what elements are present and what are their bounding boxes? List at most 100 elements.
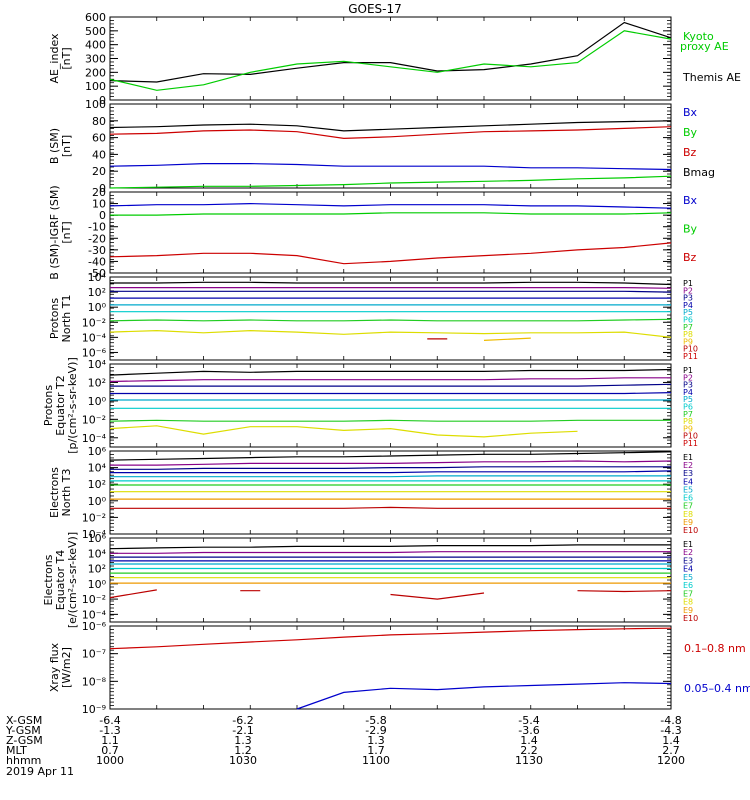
series-line-p1 bbox=[110, 281, 672, 286]
series-line-bz bbox=[109, 126, 672, 140]
legend-label: P2 bbox=[683, 286, 693, 295]
axis-row-value: -6.2 bbox=[232, 714, 253, 727]
y-tick-label: 10² bbox=[88, 286, 106, 299]
axis-row-value: -1.3 bbox=[99, 724, 120, 737]
series-line-p2 bbox=[110, 287, 672, 289]
y-axis-label: B (SM)-IGRF (SM) bbox=[48, 185, 61, 279]
y-tick-label: 10⁰ bbox=[88, 495, 107, 508]
y-tick-label: 10⁻² bbox=[82, 413, 106, 426]
axis-row-value: -4.3 bbox=[660, 724, 681, 737]
axis-date: 2019 Apr 11 bbox=[6, 765, 74, 778]
legend-label: E1 bbox=[683, 453, 693, 462]
series-line-0-1-0-8-nm bbox=[109, 627, 672, 650]
legend-label: P11 bbox=[683, 439, 698, 448]
axis-row-value: 1030 bbox=[229, 754, 257, 767]
axis-row-value: -5.4 bbox=[518, 714, 539, 727]
series-line-0-05-0-4-nm bbox=[296, 682, 672, 710]
y-tick-label: 10⁻² bbox=[82, 511, 106, 524]
y-tick-label: 60 bbox=[92, 132, 106, 145]
series-line-p2 bbox=[109, 377, 671, 383]
series-line-e5 bbox=[110, 475, 671, 478]
legend-label: E3 bbox=[683, 469, 693, 478]
chart-panel-7: 10⁶ 10⁴ 10² 10⁰ 10⁻² 10⁻⁴ Electrons Equator T4[… bbox=[42, 532, 698, 628]
y-tick-label: 100 bbox=[85, 98, 106, 111]
axis-row-value: 1.7 bbox=[367, 744, 385, 757]
series-line-e10 bbox=[110, 506, 671, 509]
y-tick-label: 10⁶ bbox=[88, 445, 107, 458]
y-tick-label: 20 bbox=[92, 186, 106, 199]
series-line-bx bbox=[109, 202, 672, 209]
axis-row-value: 1.2 bbox=[234, 744, 252, 757]
y-tick-label: 10⁻⁹ bbox=[82, 703, 106, 716]
chart-panel-8: 10⁻⁶ 10⁻⁷ 10⁻⁸ 10⁻⁹ Xray flux [W/m2] 0.1–0.8 n… bbox=[48, 620, 750, 716]
y-tick-label: 10² bbox=[88, 563, 106, 576]
y-axis-label: Protons bbox=[48, 298, 61, 339]
y-tick-label: -50 bbox=[88, 267, 106, 280]
legend-label: Bz bbox=[683, 251, 697, 264]
y-axis-label: Equator T4 bbox=[54, 550, 67, 610]
series-line-e2 bbox=[110, 460, 672, 466]
panel-frame bbox=[109, 537, 672, 623]
y-tick-label: 100 bbox=[85, 80, 106, 93]
y-tick-label: 10² bbox=[88, 478, 106, 491]
legend-label: E6 bbox=[683, 581, 693, 590]
legend-label: E1 bbox=[683, 540, 693, 549]
series-line-e3 bbox=[110, 466, 671, 470]
legend-label: Themis AE bbox=[682, 71, 741, 84]
legend-label: P2 bbox=[683, 373, 693, 382]
chart-panel-4: 10⁴ 10² 10⁰ 10⁻² 10⁻⁴ 10⁻⁶ Protons North T1 P1P2… bbox=[48, 271, 698, 361]
legend-label: E2 bbox=[683, 461, 693, 470]
y-axis-label: [nT] bbox=[60, 221, 73, 243]
legend-label: 0.05–0.4 nm bbox=[684, 682, 750, 695]
y-axis-label: [nT] bbox=[60, 135, 73, 157]
y-axis-label: [p/(cm²-s-sr-keV)] bbox=[66, 357, 79, 454]
y-axis-label: [nT] bbox=[60, 47, 73, 69]
series-line-p3 bbox=[110, 383, 672, 387]
series-line-p8 bbox=[109, 329, 672, 338]
y-tick-label: 400 bbox=[85, 39, 106, 52]
legend-label: P3 bbox=[683, 381, 693, 390]
y-tick-label: 40 bbox=[92, 148, 106, 161]
series-line-p3 bbox=[110, 290, 672, 293]
y-tick-label: -30 bbox=[88, 244, 106, 257]
legend-label: P9 bbox=[683, 424, 693, 433]
axis-row-value: 1.1 bbox=[101, 734, 119, 747]
legend-label: E5 bbox=[683, 485, 693, 494]
axis-row-value: 1000 bbox=[96, 754, 124, 767]
axis-row-value: 2.2 bbox=[520, 744, 538, 757]
series-line-kyoto-proxy-ae bbox=[109, 30, 672, 91]
y-tick-label: 10⁴ bbox=[88, 358, 107, 371]
y-tick-label: 10⁴ bbox=[88, 271, 107, 284]
y-axis-label: North T1 bbox=[60, 295, 73, 343]
legend-label: E10 bbox=[683, 614, 698, 623]
y-tick-label: 0 bbox=[99, 209, 106, 222]
axis-row-value: -4.8 bbox=[660, 714, 681, 727]
legend-label: By bbox=[683, 223, 698, 236]
panel-frame bbox=[109, 103, 672, 189]
series-line-by bbox=[109, 175, 672, 189]
legend-label: P7 bbox=[683, 323, 693, 332]
y-tick-label: 10² bbox=[88, 376, 106, 389]
axis-row-value: 1.4 bbox=[520, 734, 538, 747]
legend-label: E4 bbox=[683, 477, 693, 486]
y-tick-label: 10⁻⁸ bbox=[82, 675, 107, 688]
y-tick-label: 200 bbox=[85, 66, 106, 79]
legend-label: Bmag bbox=[683, 166, 715, 179]
series-line-p8 bbox=[109, 425, 578, 438]
series-line-p7 bbox=[109, 419, 671, 422]
axis-row-value: 2.7 bbox=[662, 744, 680, 757]
y-tick-label: 10⁻⁴ bbox=[82, 528, 107, 541]
axis-row-value: 0.7 bbox=[101, 744, 119, 757]
legend-label: E2 bbox=[683, 548, 693, 557]
panel-frame bbox=[109, 276, 672, 361]
legend-label: P1 bbox=[683, 279, 693, 288]
series-line-p4 bbox=[110, 392, 672, 395]
axis-row-value: 1200 bbox=[657, 754, 685, 767]
legend-label: E5 bbox=[683, 573, 693, 582]
y-tick-label: 0 bbox=[99, 94, 106, 107]
y-tick-label: 80 bbox=[92, 115, 106, 128]
y-tick-label: 10⁻⁶ bbox=[82, 620, 107, 633]
series-line-by bbox=[110, 212, 672, 216]
legend-label: E4 bbox=[683, 565, 693, 574]
